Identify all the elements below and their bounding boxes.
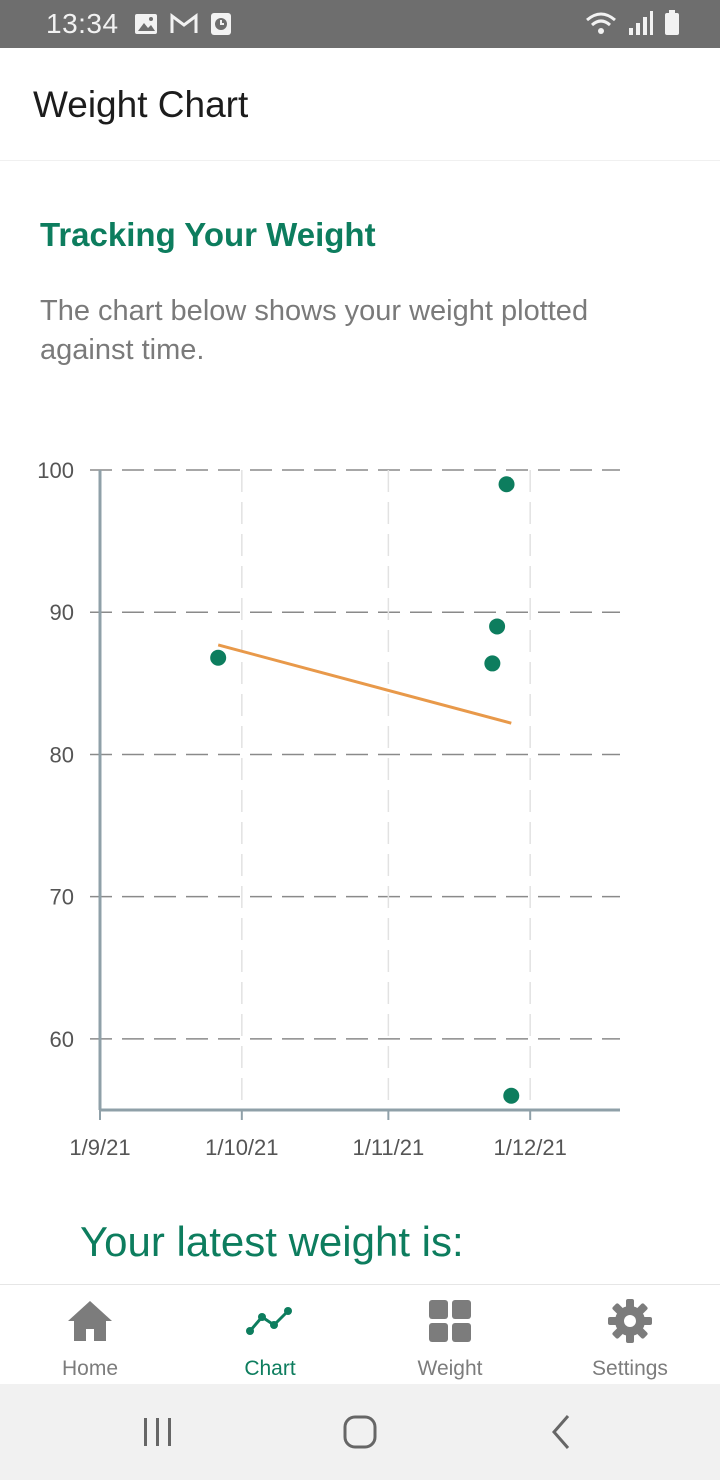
data-point[interactable]	[210, 649, 227, 666]
nav-weight[interactable]: Weight	[360, 1285, 540, 1385]
back-icon[interactable]	[538, 1408, 586, 1456]
status-bar: 13:34	[0, 0, 720, 48]
x-tick-label: 1/9/21	[69, 1135, 130, 1160]
signal-icon	[629, 11, 653, 35]
y-tick-label: 90	[50, 600, 74, 625]
recent-apps-icon[interactable]	[134, 1408, 182, 1456]
nav-chart-label: Chart	[244, 1357, 296, 1380]
clock-app-icon	[211, 13, 231, 35]
y-tick-label: 100	[37, 458, 74, 483]
image-icon	[135, 14, 157, 34]
nav-chart[interactable]: Chart	[180, 1285, 360, 1385]
gear-icon	[608, 1299, 652, 1343]
section-description: The chart below shows your weight plotte…	[40, 295, 589, 366]
data-point[interactable]	[484, 655, 501, 672]
trend-line	[217, 643, 512, 725]
system-navigation-bar	[0, 1384, 720, 1480]
grid-icon	[429, 1300, 471, 1342]
app-bar: Weight Chart	[0, 48, 720, 161]
latest-weight-label: Your latest weight is:	[80, 1218, 464, 1265]
x-tick-label: 1/10/21	[205, 1135, 278, 1160]
nav-home[interactable]: Home	[0, 1285, 180, 1385]
status-time: 13:34	[46, 8, 119, 39]
home-button-icon[interactable]	[336, 1408, 384, 1456]
weight-chart: 60 70 80 90 100 1/9/21 1/10/21 1/11/21 1/12/21	[37, 458, 620, 1160]
gmail-icon	[170, 13, 198, 33]
y-tick-label: 80	[50, 742, 74, 767]
battery-icon	[665, 10, 679, 35]
nav-settings-label: Settings	[592, 1357, 668, 1380]
data-point[interactable]	[498, 476, 515, 493]
chart-icon	[246, 1307, 292, 1335]
wifi-icon	[586, 12, 616, 34]
x-tick-label: 1/12/21	[493, 1135, 566, 1160]
page-title: Weight Chart	[33, 84, 249, 125]
nav-home-label: Home	[61, 1357, 119, 1380]
y-tick-label: 60	[50, 1027, 74, 1052]
section-heading: Tracking Your Weight	[40, 216, 376, 253]
bottom-navigation: Home Chart Weight	[0, 1284, 720, 1385]
x-tick-label: 1/11/21	[352, 1135, 424, 1160]
data-point[interactable]	[503, 1087, 520, 1104]
y-tick-label: 70	[50, 885, 74, 910]
nav-settings[interactable]: Settings	[540, 1285, 720, 1385]
nav-weight-label: Weight	[417, 1357, 483, 1380]
home-icon	[68, 1301, 112, 1341]
data-point[interactable]	[489, 618, 506, 635]
